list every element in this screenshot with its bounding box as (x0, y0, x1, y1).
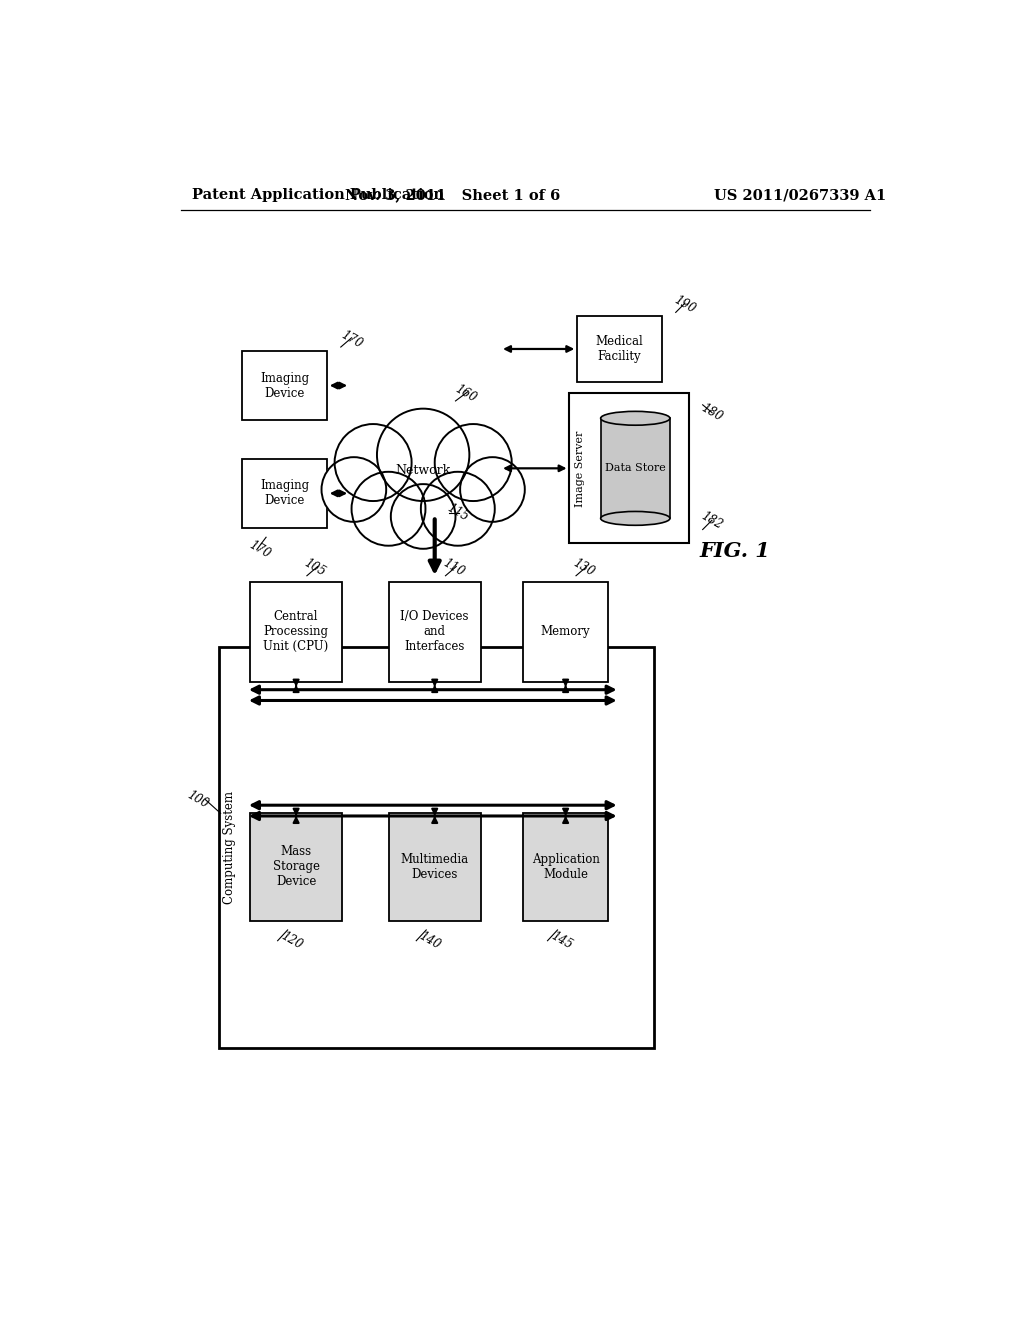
Bar (388, 813, 481, 921)
Text: 100: 100 (184, 788, 211, 810)
Text: Patent Application Publication: Patent Application Publication (193, 189, 444, 202)
Text: Network: Network (395, 463, 451, 477)
Bar (219, 647, 654, 1048)
Text: US 2011/0267339 A1: US 2011/0267339 A1 (715, 189, 887, 202)
Text: 120: 120 (279, 929, 304, 952)
Ellipse shape (601, 412, 670, 425)
Circle shape (391, 484, 456, 549)
Text: Nov. 3, 2011   Sheet 1 of 6: Nov. 3, 2011 Sheet 1 of 6 (345, 189, 560, 202)
Bar (578, 317, 662, 381)
Text: Computing System: Computing System (223, 791, 237, 904)
Bar (250, 813, 342, 921)
Text: Medical
Facility: Medical Facility (596, 335, 643, 363)
Text: 140: 140 (417, 929, 443, 952)
Text: 105: 105 (302, 557, 328, 579)
Bar (601, 418, 670, 519)
Text: 170: 170 (339, 329, 365, 351)
Bar (523, 582, 608, 682)
Text: 180: 180 (699, 401, 725, 424)
Bar (523, 813, 608, 921)
Circle shape (377, 409, 469, 502)
Text: 190: 190 (672, 293, 698, 315)
Circle shape (351, 471, 425, 545)
Text: FIG. 1: FIG. 1 (699, 541, 770, 561)
Text: Imaging
Device: Imaging Device (260, 479, 309, 507)
Circle shape (335, 424, 412, 502)
Text: 160: 160 (453, 381, 478, 404)
Text: Data Store: Data Store (605, 463, 666, 474)
Text: 115: 115 (444, 502, 471, 524)
Bar (388, 582, 481, 682)
Text: Central
Processing
Unit (CPU): Central Processing Unit (CPU) (263, 610, 329, 653)
Text: 110: 110 (440, 557, 466, 579)
Text: 170: 170 (247, 539, 273, 561)
Text: Mass
Storage
Device: Mass Storage Device (272, 845, 319, 888)
Ellipse shape (601, 511, 670, 525)
Circle shape (322, 457, 386, 521)
Text: 145: 145 (549, 929, 574, 952)
Text: I/O Devices
and
Interfaces: I/O Devices and Interfaces (400, 610, 469, 653)
Bar (250, 582, 342, 682)
Circle shape (435, 424, 512, 502)
Text: Application
Module: Application Module (531, 853, 599, 880)
Bar (243, 351, 327, 420)
Circle shape (460, 457, 525, 521)
Text: 130: 130 (570, 557, 597, 579)
Circle shape (421, 471, 495, 545)
Bar (569, 393, 689, 544)
Text: Imaging
Device: Imaging Device (260, 371, 309, 400)
Text: Memory: Memory (541, 626, 591, 639)
Text: 182: 182 (699, 510, 725, 532)
Text: Image Server: Image Server (575, 430, 586, 507)
Text: Multimedia
Devices: Multimedia Devices (400, 853, 469, 880)
Bar (243, 459, 327, 528)
